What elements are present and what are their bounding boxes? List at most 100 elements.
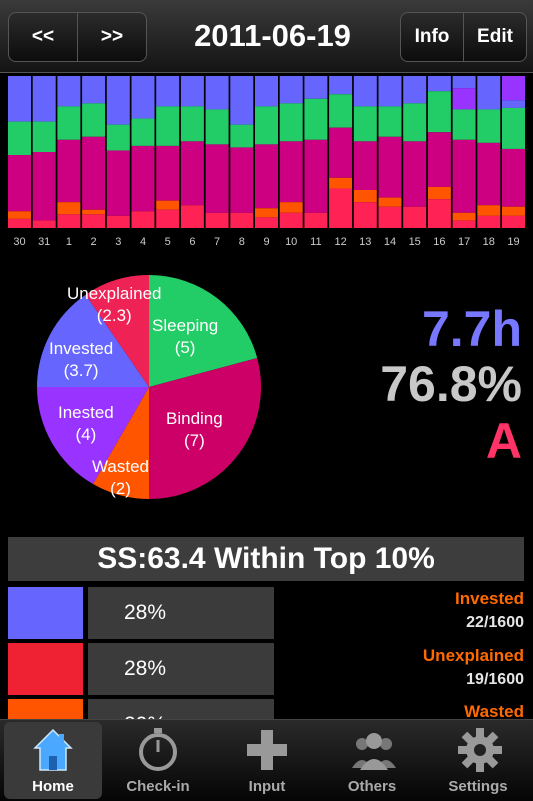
bar-segment-unexplained (32, 220, 56, 228)
day-bar[interactable] (156, 76, 180, 228)
day-bar[interactable] (304, 76, 328, 228)
bar-segment-binding (57, 139, 81, 203)
day-bar[interactable] (8, 76, 31, 228)
category-row-invested[interactable]: 28% (8, 587, 274, 639)
bar-segment-wasted (378, 197, 402, 207)
bar-segment-unexplained (8, 218, 31, 228)
bar-segment-unexplained (329, 188, 353, 228)
bar-segment-binding (32, 152, 56, 221)
day-bar[interactable] (477, 76, 501, 228)
bar-segment-wasted (353, 190, 377, 203)
bar-segment-wasted (329, 177, 353, 189)
bar-segment-wasted (82, 209, 106, 215)
bar-segment-binding (180, 141, 204, 206)
day-bar[interactable] (57, 76, 81, 228)
day-label: 16 (433, 236, 446, 248)
bar-segment-unexplained (82, 214, 106, 228)
day-bar[interactable] (403, 76, 427, 228)
pie-label-wasted-value: (2) (110, 479, 131, 498)
percent-stat: 76.8% (380, 356, 522, 412)
day-label: 6 (189, 236, 196, 248)
bar-segment-sleeping (427, 91, 451, 133)
day-label: 18 (482, 236, 495, 248)
bar-segment-unexplained (205, 212, 229, 228)
info-edit-control: Info Edit (400, 12, 527, 62)
day-label: 10 (285, 236, 298, 248)
rank-name-unexplained: Unexplained (422, 646, 524, 665)
pie-label-unexplained-value: (2.3) (96, 306, 132, 325)
day-bar[interactable] (106, 76, 130, 228)
bar-segment-sleeping (403, 103, 427, 142)
info-button[interactable]: Info (414, 26, 450, 47)
day-bar[interactable] (230, 76, 254, 228)
day-bar[interactable] (205, 76, 229, 228)
pie-label-sleeping-name: Sleeping (152, 316, 219, 335)
pie-slice-binding[interactable] (149, 358, 261, 499)
bar-segment-invested (279, 76, 303, 104)
day-label: 7 (214, 236, 221, 248)
bar-segment-unexplained (452, 220, 476, 228)
tab-home-label: Home (32, 778, 74, 795)
category-row-unexplained[interactable]: 28% (8, 643, 274, 695)
bar-segment-sleeping (329, 94, 353, 128)
tab-others-label: Others (347, 778, 397, 795)
bar-segment-invested (205, 76, 229, 110)
grade-stat: A (485, 413, 522, 469)
bar-segment-unexplained (353, 202, 377, 228)
bar-segment-binding (304, 139, 328, 213)
day-bar[interactable] (32, 76, 56, 228)
tab-input-label: Input (248, 778, 286, 795)
pie-label-wasted: Wasted (2) (92, 456, 149, 500)
bar-segment-wasted (57, 202, 81, 215)
day-bar[interactable] (378, 76, 402, 228)
next-day-button[interactable]: >> (77, 13, 146, 61)
day-label: 17 (457, 236, 471, 248)
pie-label-unexplained: Unexplained (2.3) (67, 283, 162, 327)
time-allocation-pie-chart[interactable] (37, 275, 261, 499)
day-bar[interactable] (279, 76, 303, 228)
pie-slice-wasted[interactable] (93, 387, 149, 499)
bar-segment-binding (156, 145, 180, 201)
bar-segment-unexplained (57, 214, 81, 228)
day-label: 15 (408, 236, 421, 248)
tab-check-in-label: Check-in (126, 778, 190, 795)
bar-segment-binding (279, 141, 303, 203)
daily-stacked-bar-chart[interactable] (8, 76, 528, 228)
day-bar[interactable] (131, 76, 155, 228)
day-axis-labels: 30 31 1 2 3 4 5 6 7 8 9 10 11 12 13 14 15 16 17 18 19 (8, 236, 528, 252)
tab-others[interactable]: Others (323, 722, 421, 799)
tab-settings[interactable]: Settings (429, 722, 527, 799)
day-bar[interactable] (255, 76, 278, 228)
date-navigation-control: << >> (8, 12, 147, 62)
bar-segment-inested (452, 88, 476, 110)
pie-slice-sleeping[interactable] (149, 275, 258, 387)
previous-day-button[interactable]: << (31, 26, 55, 47)
pie-slice-unexplained[interactable] (85, 275, 149, 387)
bar-segment-binding (230, 147, 254, 213)
bar-segment-invested (304, 76, 328, 99)
bar-segment-wasted (156, 200, 180, 210)
pie-slice-inested[interactable] (37, 387, 149, 484)
tab-home[interactable]: Home (4, 722, 102, 799)
day-bar[interactable] (353, 76, 377, 228)
pie-label-binding: Binding (7) (166, 408, 223, 452)
day-label: 11 (310, 236, 322, 248)
day-bar[interactable] (329, 76, 353, 228)
tab-check-in[interactable]: Check-in (109, 722, 207, 799)
tab-input[interactable]: Input (218, 722, 316, 799)
day-bar[interactable] (180, 76, 204, 228)
bar-segment-invested (82, 76, 106, 104)
day-bar[interactable] (427, 76, 451, 228)
bar-segment-sleeping (230, 124, 254, 148)
bar-segment-wasted (502, 206, 525, 216)
edit-button[interactable]: Edit (463, 13, 526, 61)
color-swatch (8, 643, 83, 695)
day-bar[interactable] (502, 76, 525, 228)
bar-segment-invested (32, 76, 56, 122)
bar-segment-invested (156, 76, 180, 107)
pie-slice-invested[interactable] (37, 294, 149, 387)
day-bar[interactable] (452, 76, 476, 228)
day-bar[interactable] (82, 76, 106, 228)
bar-segment-unexplained (378, 206, 402, 228)
pie-label-inested-name: Inested (58, 403, 114, 422)
